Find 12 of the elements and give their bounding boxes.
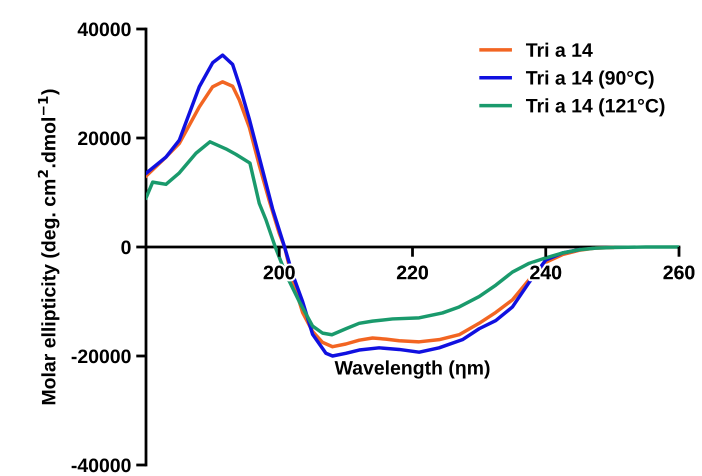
legend-label: Tri a 14 (90°C) [526, 70, 654, 89]
x-axis-title: Wavelength (ηm) [334, 360, 490, 379]
y-tick-label: 0 [121, 240, 131, 254]
legend-label: Tri a 14 [526, 42, 593, 57]
legend-label: Tri a 14 (121°C) [526, 98, 664, 116]
y-axis-title: Molar ellipticity (deg. cm$^{2}$.dmol$^{−1}$) [38, 90, 60, 404]
y-tick-label: -40000 [72, 458, 131, 472]
x-tick-label: 220 [396, 266, 428, 280]
y-tick-label: 40000 [78, 22, 131, 36]
y-tick-label: 20000 [78, 131, 131, 146]
y-tick-label: -20000 [72, 349, 131, 364]
x-tick-label: 260 [663, 266, 694, 280]
